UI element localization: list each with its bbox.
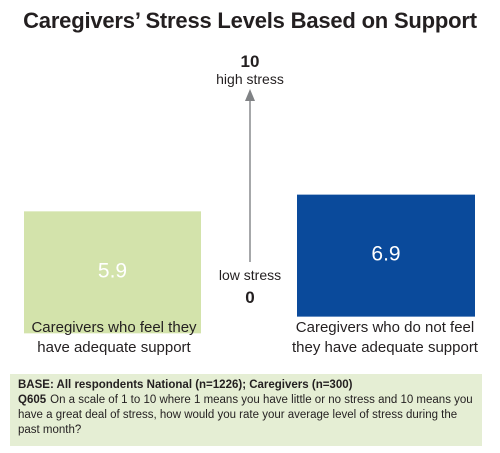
axis-bottom-label: low stress xyxy=(219,267,281,283)
axis-top-value: 10 xyxy=(241,52,260,71)
axis-top-label: high stress xyxy=(216,71,284,87)
bar-adequate-support xyxy=(24,211,201,334)
category-label-line: Caregivers who feel they xyxy=(31,319,197,336)
bars-layer: 5.9 6.9 xyxy=(24,194,475,334)
category-label-line: Caregivers who do not feel xyxy=(295,319,475,336)
footnote-question-id: Q605 xyxy=(18,394,47,406)
category-label-line: have adequate support xyxy=(37,339,191,356)
footnote-question: On a scale of 1 to 10 where 1 means you … xyxy=(18,394,473,436)
chart-title: Caregivers’ Stress Levels Based on Suppo… xyxy=(23,8,477,33)
stress-axis: 10 high stress low stress 0 xyxy=(216,52,284,307)
category-label-line: they have adequate support xyxy=(292,339,478,356)
bar-value-label: 6.9 xyxy=(371,243,400,266)
axis-bottom-value: 0 xyxy=(245,288,254,307)
chart-canvas: 5.9 6.9 10 high stress low stress 0 xyxy=(24,52,475,334)
arrow-up-icon xyxy=(245,89,255,101)
bar-no-adequate-support xyxy=(297,194,475,317)
category-label-adequate-support: Caregivers who feel they have adequate s… xyxy=(4,318,224,358)
footnote-base: BASE: All respondents National (n=1226);… xyxy=(18,379,353,391)
footnote-box: BASE: All respondents National (n=1226);… xyxy=(10,374,482,446)
bar-value-label: 5.9 xyxy=(98,259,127,282)
category-label-no-adequate-support: Caregivers who do not feel they have ade… xyxy=(275,318,495,358)
